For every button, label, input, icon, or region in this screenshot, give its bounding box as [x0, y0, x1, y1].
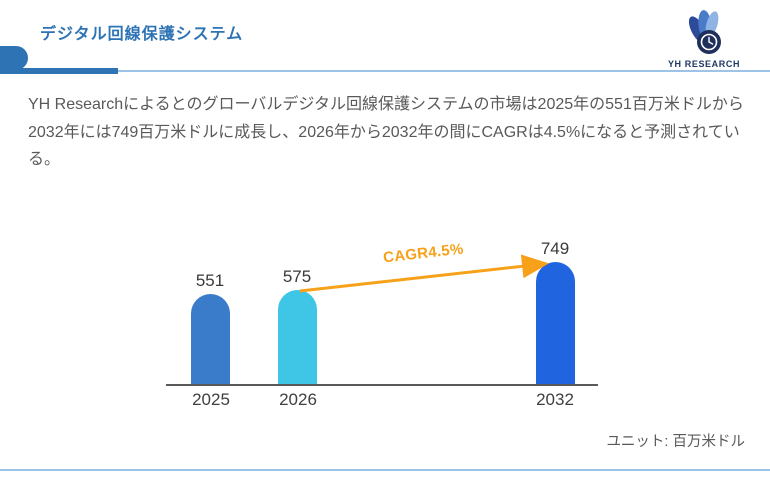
x-axis-line	[166, 384, 598, 386]
page-title: デジタル回線保護システム	[40, 26, 244, 43]
bar-2032	[536, 262, 575, 384]
bar-2025	[191, 294, 230, 384]
logo-text: YH RESEARCH	[667, 59, 741, 69]
bar-value-2026: 575	[282, 267, 312, 286]
header-thick-rule	[0, 68, 118, 74]
bar-value-2025: 551	[195, 271, 225, 290]
yh-research-logo: YH RESEARCH	[656, 10, 752, 69]
bar-value-2032: 749	[540, 239, 570, 258]
unit-label: ユニット: 百万米ドル	[606, 434, 745, 450]
header-tab-shape	[0, 46, 28, 70]
x-axis-label-2032: 2032	[536, 390, 574, 409]
x-axis-label-2026: 2026	[279, 390, 317, 409]
market-summary-text: YH Researchによるとのグローバルデジタル回線保護システムの市場は202…	[28, 96, 744, 168]
x-axis-label-2025: 2025	[192, 390, 230, 409]
bar-2026	[278, 290, 317, 384]
bottom-rule	[0, 469, 770, 471]
header-thin-rule	[0, 70, 770, 72]
cagr-arrow	[299, 254, 549, 293]
logo-petals-clock-icon	[688, 10, 721, 54]
